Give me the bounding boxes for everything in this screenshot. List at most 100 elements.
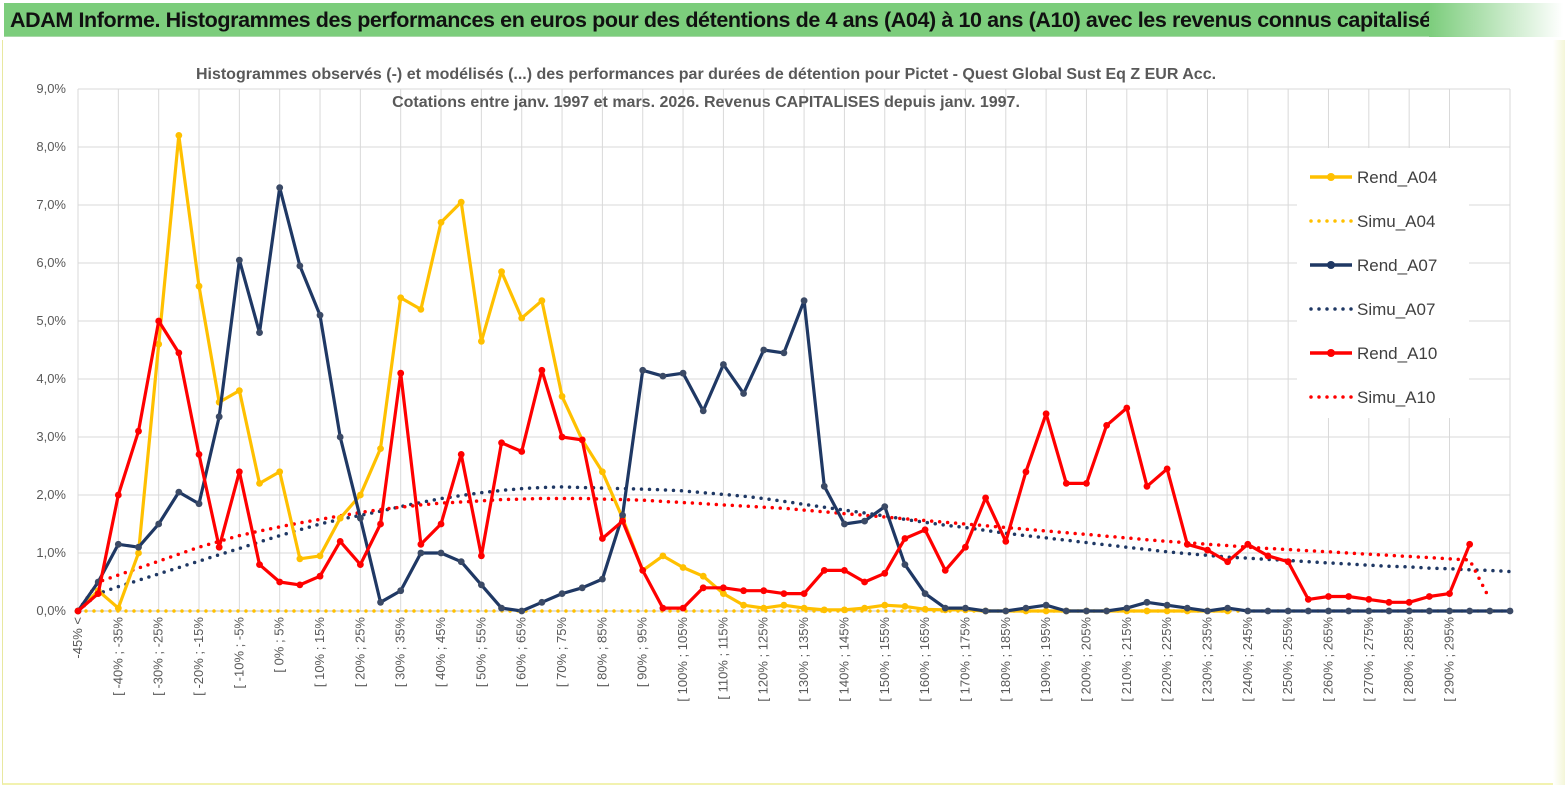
data-point bbox=[1284, 558, 1292, 566]
data-point bbox=[175, 349, 183, 357]
data-point bbox=[538, 366, 546, 374]
chart-title-line-2: Cotations entre janv. 1997 et mars. 2026… bbox=[392, 94, 1020, 111]
data-point bbox=[155, 520, 163, 528]
chart-frame bbox=[2, 40, 1564, 785]
x-tick-label: [ 110% ; 115% bbox=[715, 617, 730, 700]
data-point bbox=[881, 569, 889, 577]
data-point bbox=[1365, 607, 1373, 615]
x-tick-label: [ 70% ; 75% bbox=[554, 617, 569, 688]
data-point bbox=[175, 488, 183, 496]
data-point bbox=[1365, 596, 1373, 603]
data-point bbox=[1002, 607, 1010, 615]
data-point bbox=[699, 572, 707, 580]
data-point bbox=[1163, 601, 1171, 609]
x-tick-label: [ 50% ; 55% bbox=[473, 617, 488, 688]
data-point bbox=[235, 468, 243, 476]
data-point bbox=[659, 604, 667, 612]
data-point bbox=[820, 606, 828, 614]
data-point bbox=[1325, 593, 1332, 600]
data-point bbox=[1446, 607, 1453, 615]
data-point bbox=[699, 584, 707, 592]
data-point bbox=[1405, 607, 1413, 615]
x-tick-label: [ 90% ; 95% bbox=[635, 617, 650, 688]
report-banner-title: ADAM Informe. Histogrammes des performan… bbox=[4, 3, 1429, 37]
data-point bbox=[1002, 538, 1010, 545]
data-point bbox=[235, 387, 243, 394]
data-point bbox=[639, 366, 647, 374]
data-point bbox=[296, 555, 304, 563]
x-tick-label: [ 220% ; 225% bbox=[1159, 617, 1174, 702]
data-point bbox=[780, 601, 788, 609]
legend-item-simu-a10: Simu_A10 bbox=[1309, 388, 1435, 407]
data-point bbox=[720, 361, 727, 368]
data-point bbox=[740, 390, 747, 397]
data-point bbox=[276, 468, 284, 476]
data-point bbox=[881, 503, 889, 510]
data-point bbox=[1244, 540, 1252, 548]
data-point bbox=[114, 604, 122, 612]
data-point bbox=[336, 538, 344, 545]
data-point bbox=[114, 491, 122, 499]
data-point bbox=[175, 132, 183, 139]
data-point bbox=[135, 427, 142, 435]
data-point bbox=[1385, 607, 1393, 615]
data-point bbox=[397, 369, 405, 377]
series-lines bbox=[74, 132, 1514, 615]
data-point bbox=[114, 540, 122, 548]
data-point bbox=[377, 520, 384, 528]
data-point bbox=[1466, 540, 1474, 548]
data-point bbox=[518, 448, 526, 455]
data-point bbox=[336, 514, 344, 522]
x-tick-label: [ 190% ; 195% bbox=[1038, 617, 1053, 702]
data-point bbox=[1163, 607, 1171, 615]
data-point bbox=[437, 219, 445, 226]
data-point bbox=[1506, 607, 1514, 615]
data-point bbox=[1143, 482, 1151, 490]
y-tick-label: 4,0% bbox=[36, 371, 66, 386]
data-point bbox=[1264, 552, 1272, 560]
y-tick-label: 8,0% bbox=[36, 139, 66, 154]
data-point bbox=[256, 561, 263, 568]
x-tick-label: [ 0% ; 5% bbox=[272, 617, 287, 673]
legend-item-rend-a04: Rend_A04 bbox=[1310, 168, 1437, 187]
data-point bbox=[1304, 596, 1312, 603]
data-point bbox=[195, 282, 203, 290]
data-point bbox=[941, 567, 949, 574]
data-point bbox=[1204, 546, 1211, 554]
data-point bbox=[1042, 601, 1050, 609]
data-point bbox=[538, 297, 546, 305]
x-tick-label: [ 140% ; 145% bbox=[836, 617, 851, 702]
data-point bbox=[356, 514, 364, 522]
y-tick-label: 7,0% bbox=[36, 197, 66, 212]
y-tick-label: 3,0% bbox=[36, 429, 66, 444]
x-tick-label: [ 160% ; 165% bbox=[917, 617, 932, 702]
legend-item-rend-a10: Rend_A10 bbox=[1310, 344, 1437, 363]
data-point bbox=[1425, 593, 1433, 600]
data-point bbox=[800, 604, 808, 612]
legend-label: Simu_A07 bbox=[1357, 300, 1435, 319]
data-point bbox=[800, 590, 808, 597]
data-point bbox=[982, 607, 990, 615]
data-point bbox=[558, 393, 566, 400]
data-point bbox=[679, 564, 687, 571]
y-axis-ticks: 0,0% 1,0% 2,0% 3,0% 4,0% 5,0% 6,0% 7,0% 8,0% 9,0% bbox=[36, 81, 66, 618]
data-point bbox=[1143, 598, 1151, 606]
legend-item-simu-a04: Simu_A04 bbox=[1309, 212, 1435, 231]
data-point bbox=[1425, 607, 1433, 615]
legend-item-simu-a07: Simu_A07 bbox=[1309, 300, 1435, 319]
x-tick-label: [ 200% ; 205% bbox=[1078, 617, 1093, 702]
data-point bbox=[760, 346, 768, 354]
data-point bbox=[1042, 607, 1050, 615]
x-tick-label: [ -20% ; -15% bbox=[191, 617, 206, 696]
data-point bbox=[437, 549, 445, 557]
data-point bbox=[558, 433, 566, 441]
data-point bbox=[639, 567, 647, 574]
y-tick-label: 6,0% bbox=[36, 255, 66, 270]
data-point bbox=[94, 590, 102, 597]
data-point bbox=[820, 567, 828, 574]
data-point bbox=[417, 306, 425, 313]
y-tick-label: 0,0% bbox=[36, 603, 66, 618]
data-point bbox=[1345, 593, 1353, 600]
legend-marker bbox=[1327, 349, 1335, 357]
data-point bbox=[74, 607, 82, 615]
